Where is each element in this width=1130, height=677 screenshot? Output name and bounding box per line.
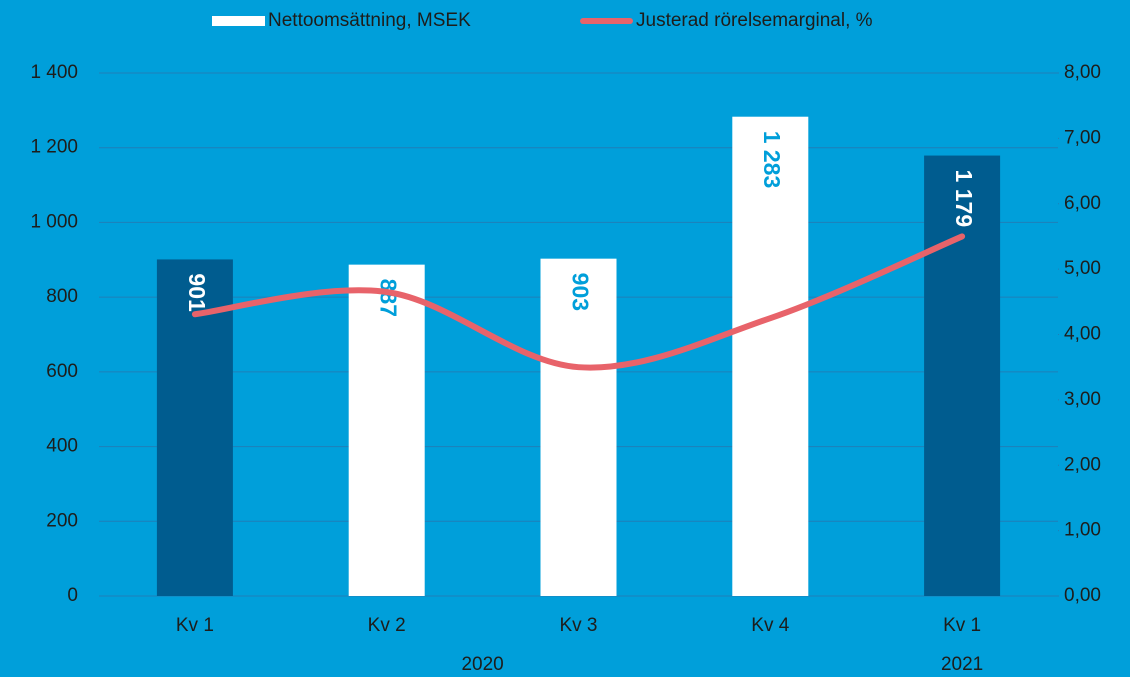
data-label: 1 283 (759, 131, 785, 189)
bar (732, 116, 809, 596)
y-tick-label: 1 000 (30, 211, 78, 232)
y2-tick-label: 4,00 (1064, 324, 1101, 345)
line (191, 233, 966, 371)
y2-tick-label: 0,00 (1064, 585, 1101, 606)
y2-tick-label: 7,00 (1064, 127, 1101, 148)
y2-tick-label: 3,00 (1064, 389, 1101, 410)
y-tick-label: 400 (46, 436, 78, 457)
y-tick-label: 0 (67, 585, 78, 606)
y2-tick-label: 5,00 (1064, 258, 1101, 279)
x-tick-label: Kv 2 (368, 615, 406, 636)
y-tick-label: 1 400 (30, 62, 78, 83)
bar (348, 264, 425, 596)
legend-label: Nettoomsättning, MSEK (268, 10, 471, 31)
x-tick-label: Kv 1 (943, 615, 981, 636)
data-label: 901 (184, 273, 210, 312)
x-tick-label: Kv 4 (751, 615, 789, 636)
group-label: 2021 (941, 654, 983, 675)
data-label: 1 179 (951, 170, 977, 228)
bar (924, 155, 1001, 597)
y-tick-label: 600 (46, 361, 78, 382)
x-tick-label: Kv 3 (559, 615, 597, 636)
data-label: 887 (376, 279, 402, 317)
y-tick-label: 200 (46, 510, 78, 531)
group-label: 2020 (461, 654, 503, 675)
data-label: 903 (567, 273, 593, 311)
bar (540, 258, 617, 596)
y-tick-label: 800 (46, 286, 78, 307)
y-tick-label: 1 200 (30, 137, 78, 158)
legend-swatch (212, 16, 265, 26)
y2-tick-label: 2,00 (1064, 454, 1101, 475)
y2-tick-label: 8,00 (1064, 62, 1101, 83)
x-tick-label: Kv 1 (176, 615, 214, 636)
y2-tick-label: 6,00 (1064, 193, 1101, 214)
legend-label: Justerad rörelsemarginal, % (636, 10, 873, 31)
y2-tick-label: 1,00 (1064, 520, 1101, 541)
